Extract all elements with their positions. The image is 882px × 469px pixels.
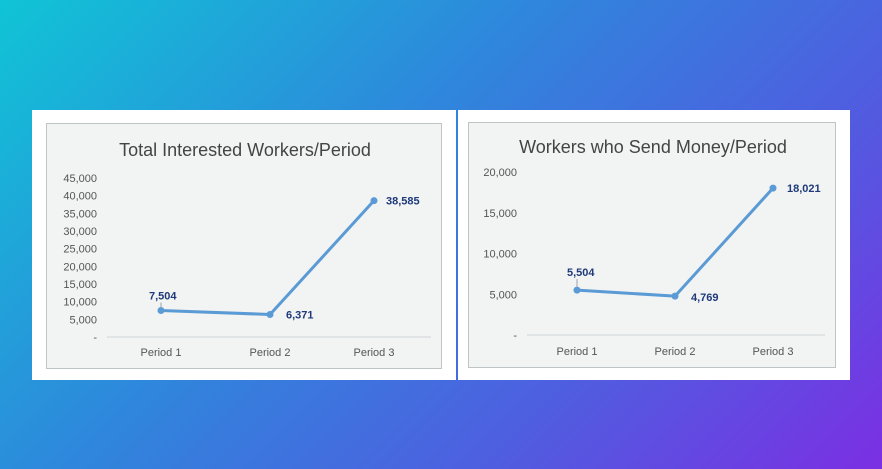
y-tick-label: 20,000 <box>63 261 97 273</box>
data-label: 6,371 <box>286 309 314 321</box>
y-tick-label: 15,000 <box>483 208 517 220</box>
x-tick-label: Period 3 <box>354 347 395 359</box>
x-tick-label: Period 2 <box>655 346 696 358</box>
x-tick-label: Period 1 <box>141 347 182 359</box>
y-tick-label: 40,000 <box>63 191 97 203</box>
data-label: 38,585 <box>386 196 420 208</box>
data-point <box>769 184 777 192</box>
chart-area-total-interested: Total Interested Workers/Period - 5,000 10,… <box>46 123 442 369</box>
data-label: 18,021 <box>787 183 821 195</box>
line-chart-total-interested: Total Interested Workers/Period - 5,000 10,… <box>63 140 431 359</box>
x-tick-label: Period 3 <box>753 346 794 358</box>
y-tick-label: 5,000 <box>489 289 517 301</box>
y-tick-label: 35,000 <box>63 208 97 220</box>
y-tick-label: 30,000 <box>63 226 97 238</box>
chart-title: Workers who Send Money/Period <box>519 137 787 157</box>
y-tick-label: - <box>513 330 517 342</box>
chart-area-send-money: Workers who Send Money/Period - 5,000 10,00… <box>468 122 836 368</box>
y-tick-label: 20,000 <box>483 167 517 179</box>
data-point <box>266 310 274 318</box>
y-tick-label: 15,000 <box>63 279 97 291</box>
data-label: 7,504 <box>149 290 177 302</box>
line-chart-send-money: Workers who Send Money/Period - 5,000 10,00… <box>483 137 825 358</box>
data-point <box>671 292 679 300</box>
y-tick-label: 25,000 <box>63 244 97 256</box>
y-tick-label: 10,000 <box>63 297 97 309</box>
y-tick-label: - <box>93 332 97 344</box>
data-point <box>573 286 581 294</box>
data-label: 5,504 <box>567 267 595 279</box>
chart-title: Total Interested Workers/Period <box>119 140 371 160</box>
x-tick-label: Period 2 <box>250 347 291 359</box>
data-label: 4,769 <box>691 292 719 304</box>
series-line <box>576 187 775 298</box>
series-line <box>160 199 376 316</box>
y-tick-label: 45,000 <box>63 173 97 185</box>
left-chart-panel: Total Interested Workers/Period - 5,000 10,… <box>32 110 456 380</box>
right-chart-panel: Workers who Send Money/Period - 5,000 10,00… <box>458 110 850 380</box>
data-point <box>370 197 378 205</box>
data-point <box>157 306 165 314</box>
x-tick-label: Period 1 <box>557 346 598 358</box>
y-tick-label: 5,000 <box>69 314 97 326</box>
y-tick-label: 10,000 <box>483 249 517 261</box>
